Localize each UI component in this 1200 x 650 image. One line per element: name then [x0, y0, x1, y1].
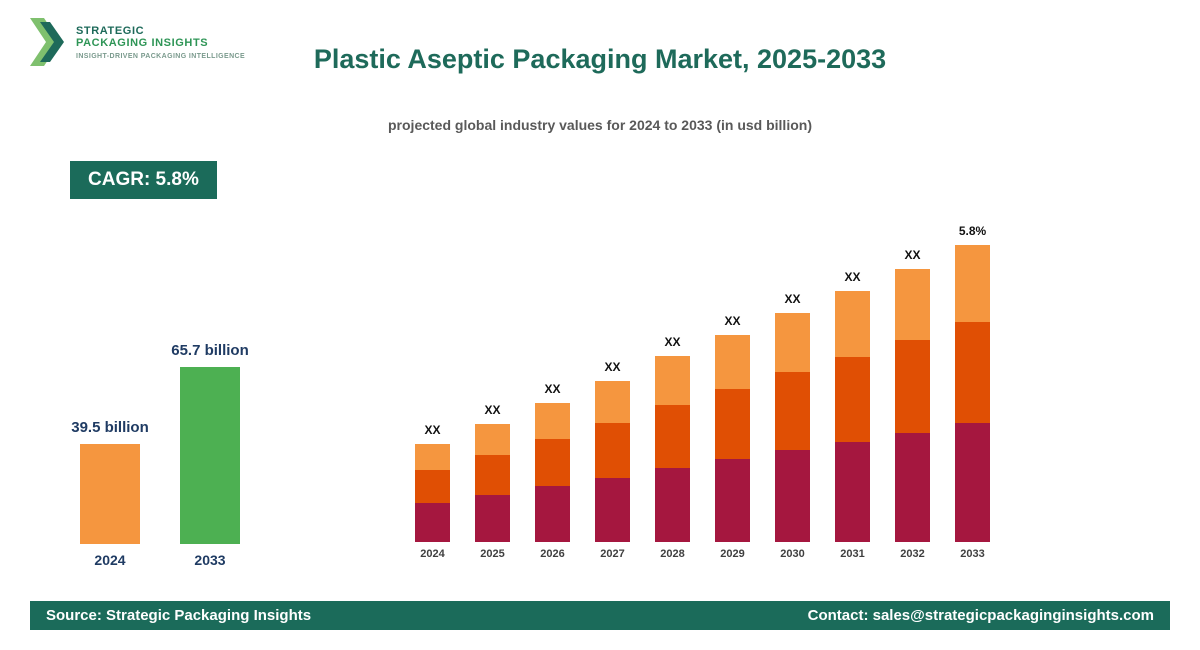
summary-year-label: 2033 — [194, 552, 226, 568]
bar-column-2028: XX 2028 — [655, 200, 690, 560]
segment-middle — [655, 405, 690, 468]
bar-stack — [595, 381, 630, 542]
segment-middle — [835, 357, 870, 442]
summary-bar — [180, 367, 240, 544]
bar-top-label: XX — [844, 270, 861, 284]
bar-stack — [655, 356, 690, 542]
bar-column-2030: XX 2030 — [775, 200, 810, 560]
segment-middle — [595, 423, 630, 478]
segment-middle — [775, 372, 810, 450]
segment-top — [655, 356, 690, 405]
bar-stack — [955, 245, 990, 542]
segment-top — [775, 313, 810, 372]
segment-bottom — [895, 433, 930, 542]
bar-stack — [475, 424, 510, 542]
segment-bottom — [775, 450, 810, 542]
footer-source: Source: Strategic Packaging Insights — [46, 607, 312, 624]
bar-year-label: 2029 — [720, 548, 745, 560]
bar-top-label: XX — [604, 360, 621, 374]
bar-year-label: 2026 — [540, 548, 565, 560]
bar-top-label: XX — [904, 248, 921, 262]
bar-top-label: XX — [424, 423, 441, 437]
bar-column-2029: XX 2029 — [715, 200, 750, 560]
brand-name-line2: PACKAGING INSIGHTS — [76, 36, 209, 49]
bar-column-2025: XX 2025 — [475, 200, 510, 560]
brand-text: STRATEGIC PACKAGING INSIGHTS INSIGHT-DRI… — [76, 25, 245, 60]
bar-stack — [535, 403, 570, 542]
bar-year-label: 2032 — [900, 548, 925, 560]
bar-year-label: 2025 — [480, 548, 505, 560]
brand-tagline: INSIGHT-DRIVEN PACKAGING INTELLIGENCE — [76, 52, 246, 60]
summary-bar-2024: 39.5 billion 2024 — [70, 419, 150, 568]
bar-year-label: 2027 — [600, 548, 625, 560]
segment-top — [715, 335, 750, 389]
bar-column-2027: XX 2027 — [595, 200, 630, 560]
segment-bottom — [535, 486, 570, 542]
segment-bottom — [955, 423, 990, 542]
page-subtitle: projected global industry values for 202… — [388, 117, 812, 133]
segment-middle — [475, 455, 510, 495]
bar-stack — [415, 444, 450, 542]
bar-top-label: 5.8% — [958, 224, 987, 238]
summary-year-label: 2024 — [94, 552, 126, 568]
bar-year-label: 2030 — [780, 548, 805, 560]
bar-top-label: XX — [664, 335, 681, 349]
bar-top-label: XX — [484, 403, 501, 417]
stacked-bar-chart: XX 2024 XX 2025 XX 2026 XX 2027 XX 2028 XX 2029 XX 20… — [415, 200, 995, 560]
summary-value-label: 65.7 billion — [171, 342, 249, 359]
bar-year-label: 2024 — [420, 548, 445, 560]
summary-bar-chart: 39.5 billion 2024 65.7 billion 2033 — [70, 320, 250, 568]
bar-stack — [715, 335, 750, 542]
bar-column-2024: XX 2024 — [415, 200, 450, 560]
bar-column-2032: XX 2032 — [895, 200, 930, 560]
brand-logo: STRATEGIC PACKAGING INSIGHTS INSIGHT-DRI… — [30, 16, 245, 68]
segment-top — [475, 424, 510, 455]
bar-stack — [895, 269, 930, 542]
footer-bar: Source: Strategic Packaging Insights Con… — [30, 601, 1170, 630]
segment-top — [895, 269, 930, 340]
summary-bar-2033: 65.7 billion 2033 — [170, 342, 250, 568]
bar-stack — [775, 313, 810, 542]
bar-top-label: XX — [544, 382, 561, 396]
summary-value-label: 39.5 billion — [71, 419, 149, 436]
segment-bottom — [595, 478, 630, 542]
segment-top — [535, 403, 570, 439]
segment-bottom — [475, 495, 510, 542]
bar-top-label: XX — [724, 314, 741, 328]
segment-top — [415, 444, 450, 470]
bar-column-2026: XX 2026 — [535, 200, 570, 560]
segment-bottom — [655, 468, 690, 542]
bar-year-label: 2031 — [840, 548, 865, 560]
bar-year-label: 2033 — [960, 548, 985, 560]
segment-top — [835, 291, 870, 357]
bar-year-label: 2028 — [660, 548, 685, 560]
segment-middle — [895, 340, 930, 433]
segment-middle — [955, 322, 990, 423]
segment-bottom — [835, 442, 870, 542]
segment-bottom — [415, 503, 450, 542]
segment-bottom — [715, 459, 750, 542]
brand-name-line1: STRATEGIC — [76, 24, 145, 37]
segment-middle — [535, 439, 570, 486]
bar-top-label: XX — [784, 292, 801, 306]
bar-stack — [835, 291, 870, 542]
summary-bar — [80, 444, 140, 544]
bar-column-2033: 5.8% 2033 — [955, 200, 990, 560]
footer-contact: Contact: sales@strategicpackaginginsight… — [807, 607, 1154, 624]
cagr-badge: CAGR: 5.8% — [70, 161, 217, 199]
segment-top — [955, 245, 990, 322]
segment-top — [595, 381, 630, 423]
page-title: Plastic Aseptic Packaging Market, 2025-2… — [313, 44, 887, 74]
bar-column-2031: XX 2031 — [835, 200, 870, 560]
segment-middle — [415, 470, 450, 503]
double-chevron-icon — [30, 18, 64, 66]
segment-middle — [715, 389, 750, 459]
